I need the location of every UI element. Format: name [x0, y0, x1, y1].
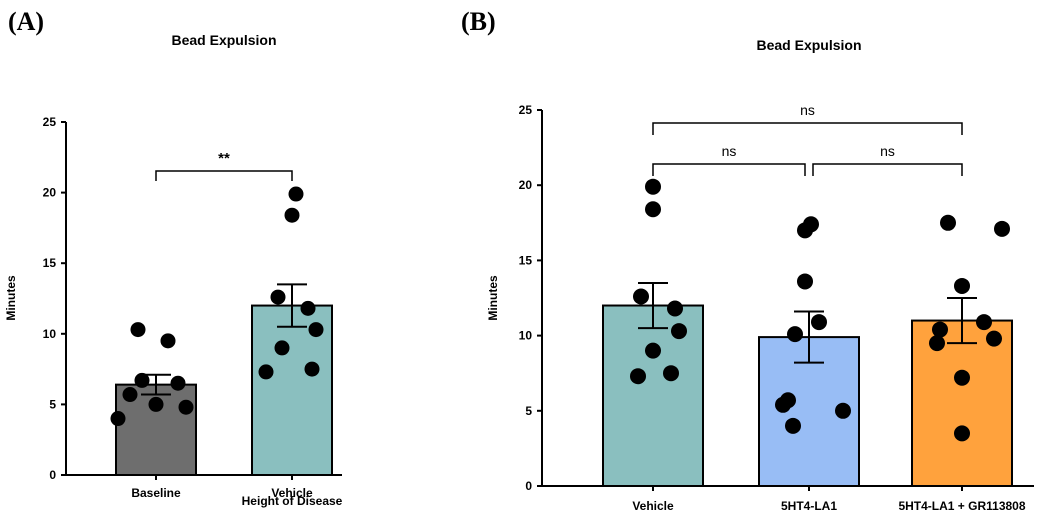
chart-a-point-1-5 — [270, 289, 286, 305]
chart-b-significance-bracket-0 — [652, 163, 806, 176]
chart-a-y-tick-label-5: 25 — [43, 115, 57, 129]
chart-a-point-0-1 — [178, 399, 194, 415]
chart-b-category-label-0: Vehicle — [632, 499, 674, 513]
chart-a-point-1-2 — [274, 340, 290, 356]
chart-b: Bead Expulsion Minutes 0 5 10 15 20 25 Vehicle… — [486, 37, 1034, 513]
chart-a-point-1-6 — [284, 207, 300, 223]
panel-b-label: (B) — [461, 7, 496, 36]
chart-b-y-tick-label-1: 5 — [525, 404, 532, 418]
chart-a-point-0-3 — [122, 387, 138, 403]
chart-b-point-2-1 — [954, 369, 970, 386]
chart-b-point-1-0 — [785, 417, 801, 434]
chart-b-bar-0 — [602, 304, 704, 487]
chart-a-point-0-4 — [170, 375, 186, 391]
panel-a-label: (A) — [8, 7, 44, 36]
chart-b-significance-label-0: ns — [722, 143, 737, 159]
chart-b-point-0-2 — [645, 342, 661, 359]
chart-b-category-label-1: 5HT4-LA1 — [781, 499, 837, 513]
chart-b-point-2-4 — [932, 321, 948, 338]
chart-a-y-tick-label-3: 15 — [43, 256, 57, 270]
chart-a-point-0-0 — [110, 411, 126, 427]
chart-a-y-tick-label-4: 20 — [43, 186, 57, 200]
chart-a-point-0-2 — [148, 396, 164, 412]
chart-b-point-1-6 — [797, 273, 813, 290]
chart-b-point-1-5 — [811, 314, 827, 331]
chart-b-point-2-8 — [940, 214, 956, 231]
chart-a: Bead Expulsion Minutes Height of Disease… — [4, 32, 343, 508]
chart-a-category-label-1: Vehicle — [271, 486, 313, 500]
chart-b-significance-label-2: ns — [800, 102, 815, 118]
chart-b-point-2-6 — [954, 277, 970, 294]
chart-a-y-tick-label-1: 5 — [49, 397, 56, 411]
chart-b-point-0-7 — [645, 178, 661, 195]
chart-b-point-0-4 — [667, 300, 683, 317]
chart-b-y-axis-title: Minutes — [486, 275, 500, 321]
chart-b-y-tick-label-2: 10 — [519, 329, 533, 343]
chart-a-point-0-7 — [130, 322, 146, 338]
chart-a-significance-label-0: ** — [218, 150, 230, 167]
chart-a-point-1-1 — [304, 361, 320, 377]
chart-a-subcategory-label: Height of Disease — [242, 494, 343, 508]
chart-a-point-0-6 — [160, 333, 176, 349]
chart-b-significance-bracket-1 — [812, 163, 963, 176]
chart-b-y-tick-label-4: 20 — [519, 178, 533, 192]
chart-b-point-1-1 — [835, 402, 851, 419]
chart-a-y-tick-label-0: 0 — [49, 468, 56, 482]
chart-a-significance-bracket-0 — [155, 170, 293, 181]
chart-b-category-label-2: 5HT4-LA1 + GR113808 — [898, 499, 1025, 513]
chart-a-point-0-5 — [134, 372, 150, 388]
chart-b-point-1-4 — [787, 326, 803, 343]
chart-a-point-1-4 — [300, 300, 316, 316]
chart-b-y-tick-label-3: 15 — [519, 253, 533, 267]
chart-b-point-2-0 — [954, 425, 970, 442]
chart-b-point-0-1 — [663, 365, 679, 382]
chart-a-point-1-0 — [258, 364, 274, 380]
chart-b-point-2-5 — [976, 314, 992, 331]
chart-a-y-tick-label-2: 10 — [43, 327, 57, 341]
chart-a-point-1-3 — [308, 322, 324, 338]
chart-b-y-tick-label-5: 25 — [519, 103, 533, 117]
chart-b-point-0-5 — [633, 288, 649, 305]
chart-a-point-1-7 — [288, 186, 304, 202]
chart-b-significance-bracket-2 — [652, 122, 963, 135]
chart-b-point-0-3 — [671, 323, 687, 340]
chart-b-title: Bead Expulsion — [756, 37, 861, 53]
chart-b-point-2-3 — [986, 330, 1002, 347]
chart-b-bar-2 — [911, 319, 1013, 487]
chart-b-y-tick-label-0: 0 — [525, 479, 532, 493]
chart-b-point-0-6 — [645, 201, 661, 218]
chart-b-point-2-7 — [994, 220, 1010, 237]
chart-a-category-label-0: Baseline — [131, 486, 181, 500]
chart-a-title: Bead Expulsion — [171, 32, 276, 48]
chart-b-point-1-3 — [780, 392, 796, 409]
chart-a-y-axis-title: Minutes — [4, 275, 18, 321]
chart-b-point-1-8 — [803, 216, 819, 233]
chart-b-significance-label-1: ns — [880, 143, 895, 159]
chart-b-point-0-0 — [630, 368, 646, 385]
chart-b-point-2-2 — [929, 335, 945, 352]
